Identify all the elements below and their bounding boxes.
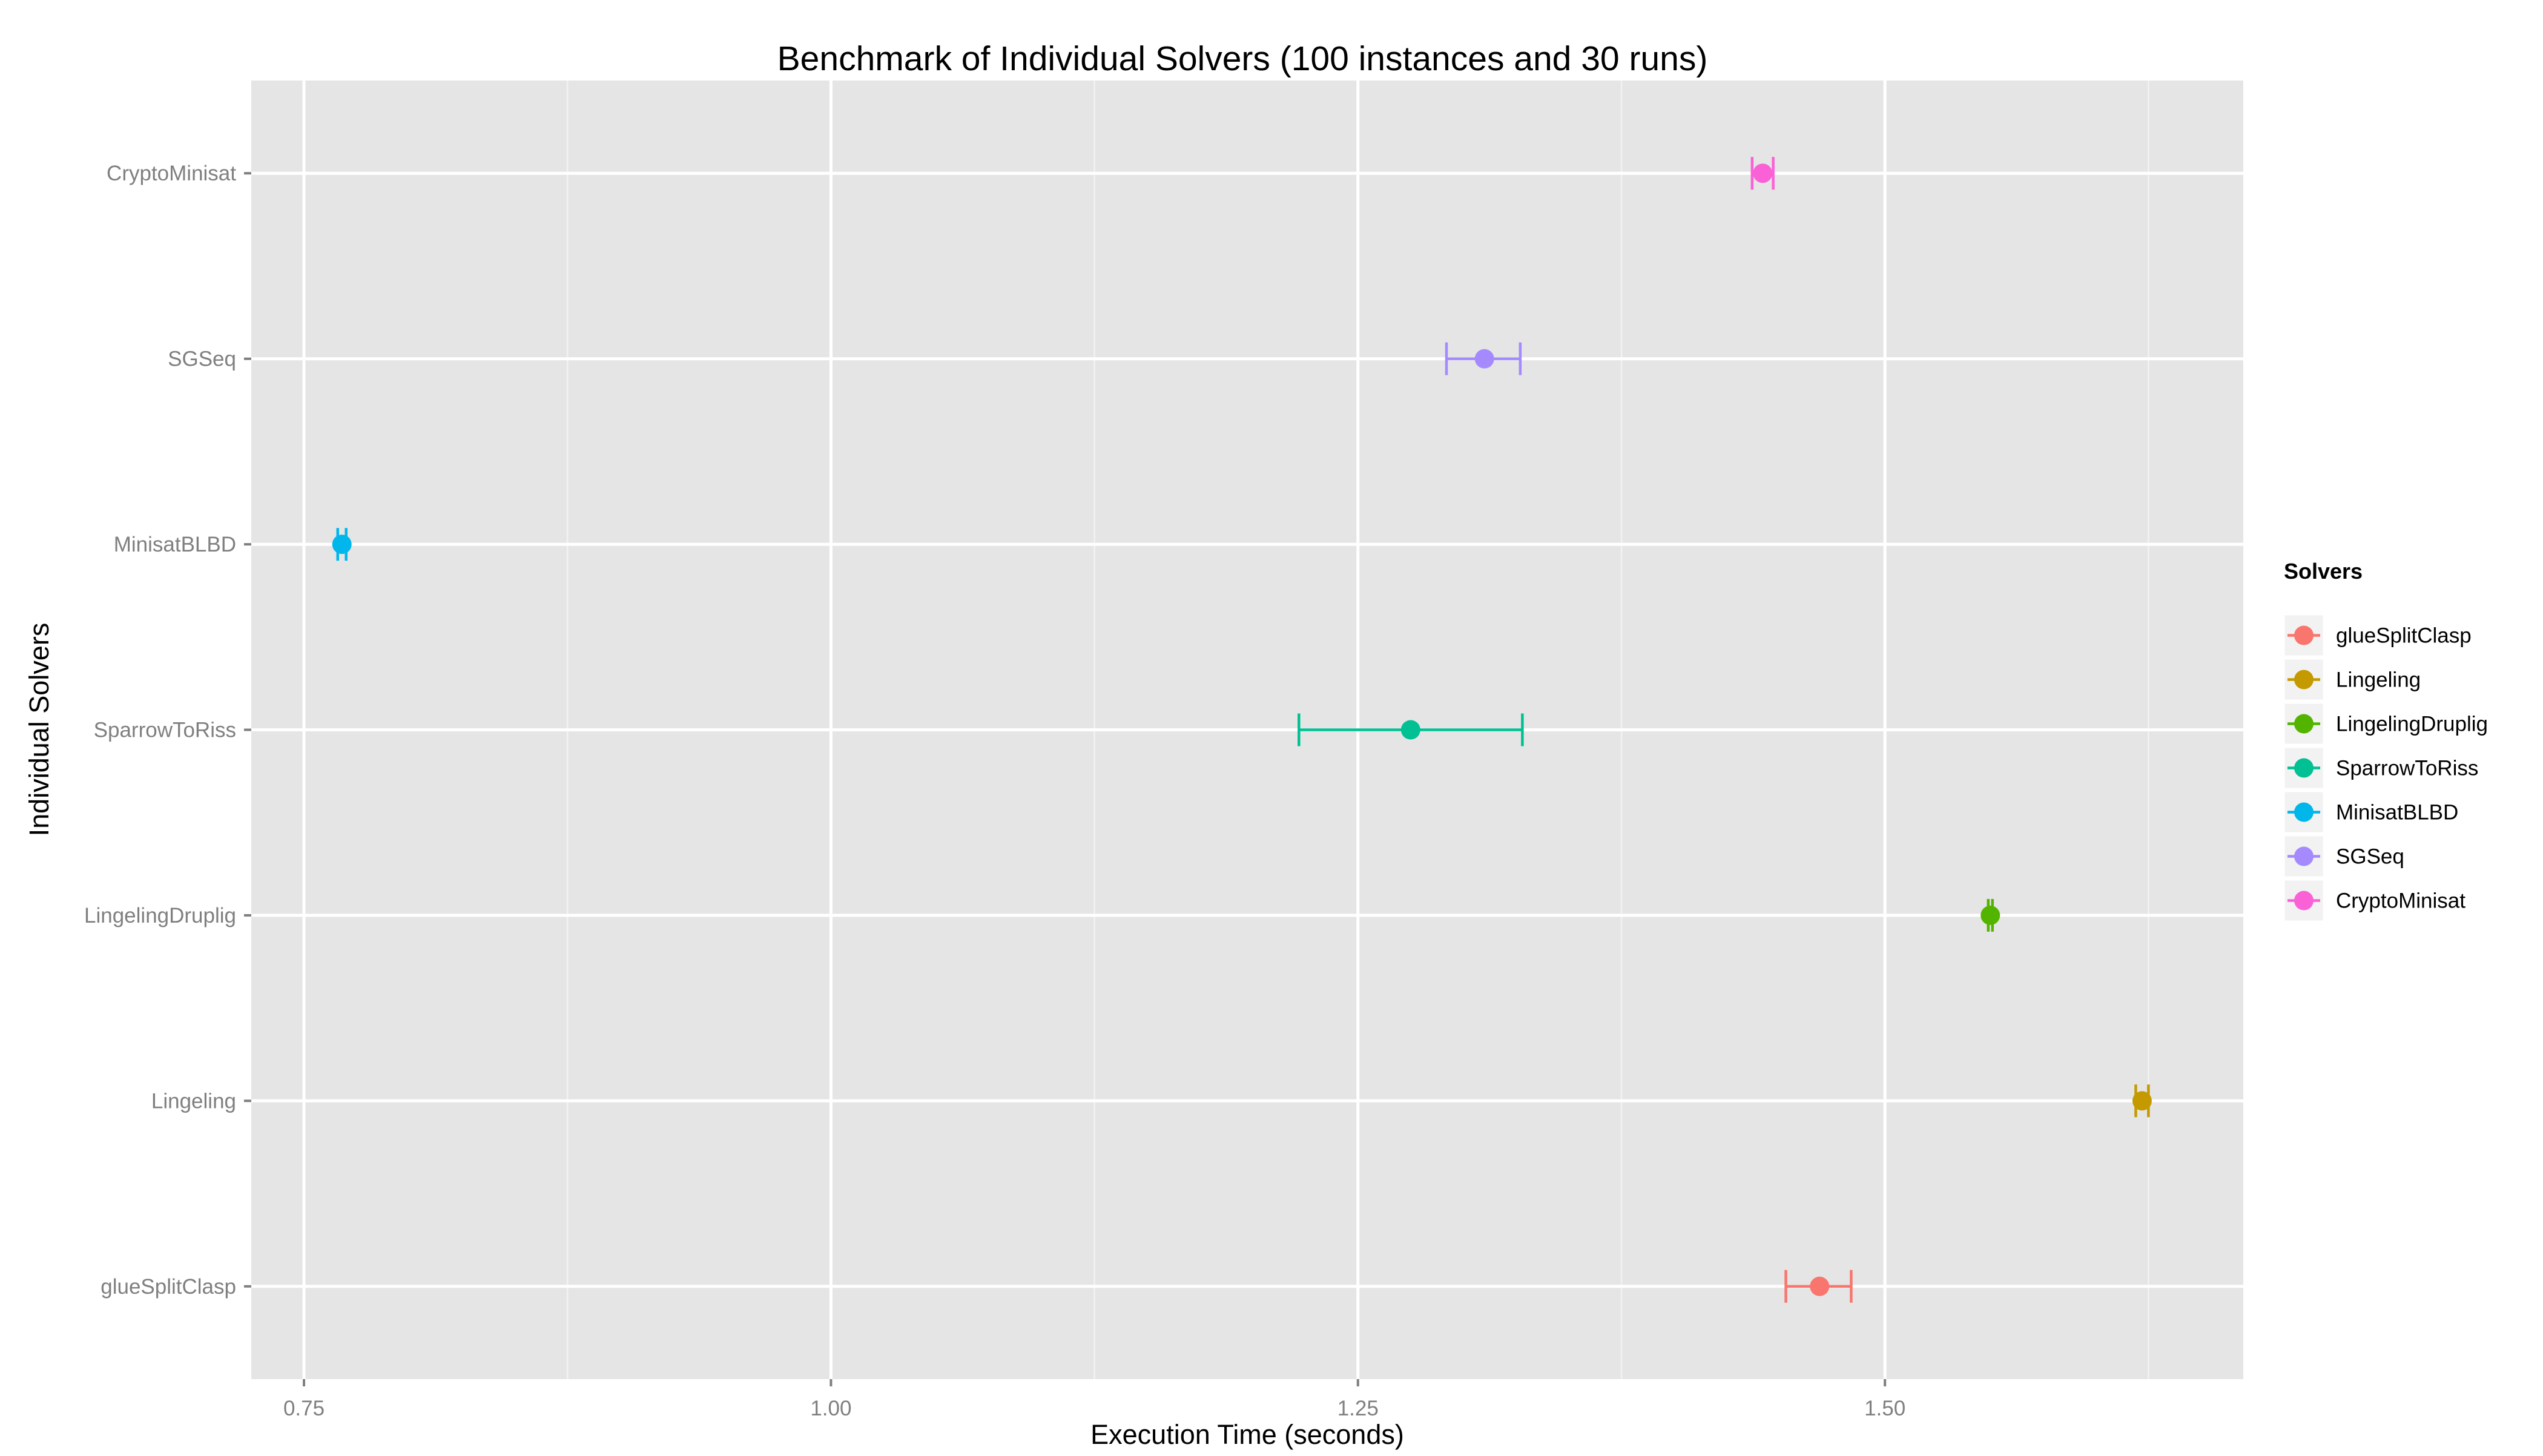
y-tick-label: SGSeq <box>168 348 236 371</box>
x-axis: 0.75 1.00 1.25 1.50 <box>283 1379 1905 1420</box>
data-point <box>1810 1276 1830 1296</box>
y-tick-label: SparrowToRiss <box>94 719 236 742</box>
y-tick-label: MinisatBLBD <box>114 533 236 556</box>
data-points <box>332 163 2152 1296</box>
y-tick-label: Lingeling <box>151 1089 236 1113</box>
legend-label: glueSplitClasp <box>2336 624 2472 648</box>
data-point <box>1474 349 1494 369</box>
legend-label: MinisatBLBD <box>2336 801 2458 825</box>
legend-title: Solvers <box>2284 559 2363 584</box>
data-point <box>1400 720 1420 740</box>
y-tick-label: CryptoMinisat <box>107 162 236 185</box>
legend-label: CryptoMinisat <box>2336 889 2465 913</box>
x-tick-label: 1.25 <box>1337 1397 1379 1420</box>
y-tick-label: glueSplitClasp <box>101 1275 236 1299</box>
legend-key-point <box>2294 802 2314 822</box>
legend-key-point <box>2294 758 2314 778</box>
x-tick-label: 1.00 <box>810 1397 851 1420</box>
legend-key-point <box>2294 846 2314 866</box>
chart-title: Benchmark of Individual Solvers (100 ins… <box>777 39 1708 78</box>
legend-key-point <box>2294 670 2314 690</box>
x-axis-title: Execution Time (seconds) <box>1090 1419 1404 1450</box>
data-point <box>332 535 352 555</box>
x-tick-label: 0.75 <box>283 1397 325 1420</box>
x-tick-label: 1.50 <box>1864 1397 1905 1420</box>
y-tick-label: LingelingDruplig <box>84 904 236 927</box>
legend-label: SparrowToRiss <box>2336 757 2478 780</box>
legend-label: LingelingDruplig <box>2336 713 2488 736</box>
y-axis: glueSplitClasp Lingeling LingelingDruplig S… <box>84 162 251 1299</box>
legend-label: Lingeling <box>2336 668 2421 692</box>
legend-key-point <box>2294 714 2314 734</box>
data-point <box>1753 163 1773 183</box>
legend-key-point <box>2294 891 2314 911</box>
major-gridlines <box>251 81 2243 1379</box>
legend: Solvers glueSplitClasp Lingeling LingelingD… <box>2283 559 2488 923</box>
legend-key-point <box>2294 625 2314 645</box>
data-point <box>2132 1091 2152 1111</box>
y-axis-title: Individual Solvers <box>24 623 54 837</box>
data-point <box>1981 905 2000 925</box>
legend-label: SGSeq <box>2336 845 2404 869</box>
